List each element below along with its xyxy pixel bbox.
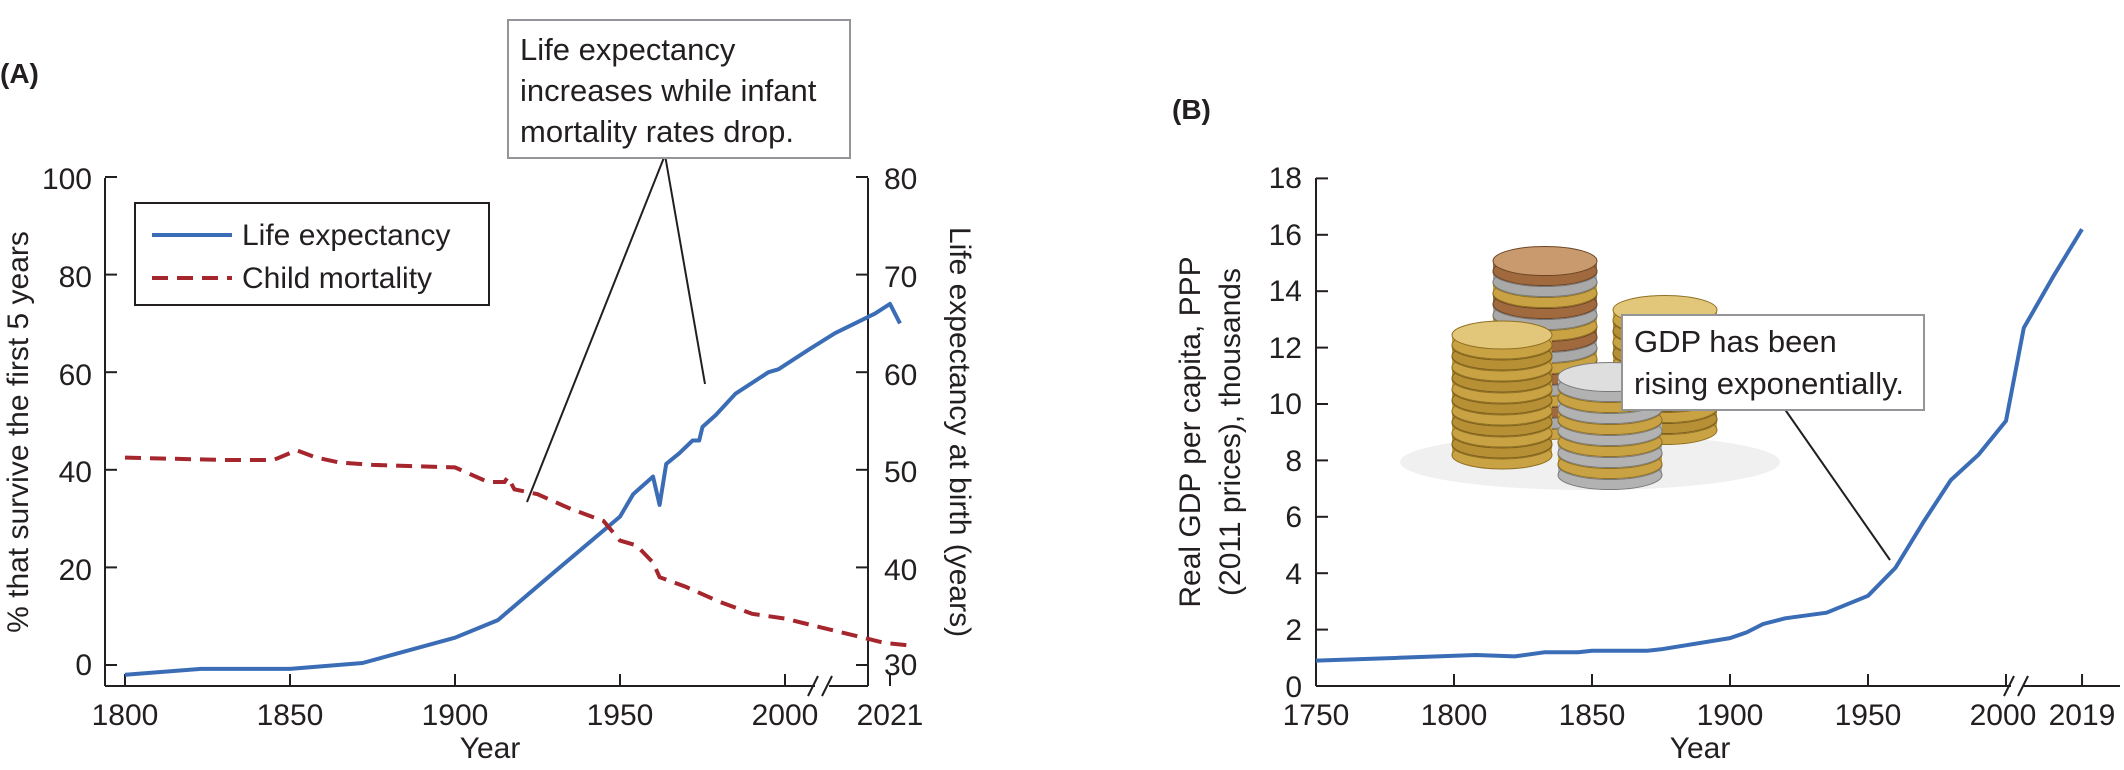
panel-a-right-y-tick-label: 70 <box>884 261 917 294</box>
panel-a-left-y-tick-label: 80 <box>59 261 92 294</box>
panel-b-y-tick-label: 4 <box>1285 558 1302 591</box>
panel-b-y-tick-label: 2 <box>1285 614 1302 647</box>
callout-pointer <box>526 154 666 503</box>
panel-b-y-axis-title-line: (2011 prices), thousands <box>1214 268 1247 596</box>
panel-a-label: (A) <box>0 58 39 89</box>
panel-a-axis-break <box>807 675 833 697</box>
panel-b-y-tick-label: 18 <box>1269 162 1302 195</box>
panel-b-y-tick-label: 16 <box>1269 219 1302 252</box>
panel-b-x-axis-title: Year <box>1670 732 1731 765</box>
panel-b-y-tick-label: 0 <box>1285 671 1302 704</box>
panel-a-x-tick-label: 2021 <box>857 699 924 732</box>
panel-a-x-tick-label: 1900 <box>422 699 489 732</box>
panel-a-left-y-tick-label: 20 <box>59 554 92 587</box>
panel-a-right-y-tick-label: 50 <box>884 456 917 489</box>
panel-a-x-tick-label: 1800 <box>92 699 159 732</box>
panel-b-y-tick-label: 10 <box>1269 388 1302 421</box>
panel-b: (B) 1750 1800 1850 1900 1950 2000 2019 Y… <box>1172 94 2120 765</box>
panel-b-x-tick-label: 1950 <box>1835 699 1902 732</box>
callout-pointer <box>1783 407 1891 561</box>
panel-a-right-y-axis-title: Life expectancy at birth (years) <box>943 227 976 637</box>
panel-a-left-y-tick-label: 40 <box>59 456 92 489</box>
series-line-child-mortality <box>124 448 911 648</box>
callout-text-line: Life expectancy <box>520 32 736 67</box>
callout-box <box>1621 314 1925 411</box>
panel-b-label: (B) <box>1172 94 1211 125</box>
panel-b-x-tick-label: 1800 <box>1421 699 1488 732</box>
panel-a-left-y-axis-title: % that survive the first 5 years <box>2 231 35 633</box>
coin <box>1492 245 1598 277</box>
panel-a-callout: Life expectancy increases while infant m… <box>507 19 851 503</box>
panel-b-x-tick-label: 1850 <box>1559 699 1626 732</box>
panel-a-right-y-tick-label: 40 <box>884 554 917 587</box>
panel-b-y-tick-label: 14 <box>1269 275 1302 308</box>
panel-a-x-tick-label: 1950 <box>587 699 654 732</box>
coin <box>1451 320 1553 350</box>
series-line-gdp <box>1315 228 2084 663</box>
panel-a-right-y-tick-label: 30 <box>884 649 917 682</box>
callout-box <box>507 19 851 159</box>
panel-b-y-tick-label: 6 <box>1285 501 1302 534</box>
panel-a-right-y-tick-label: 80 <box>884 163 917 196</box>
panel-b-x-tick-label: 1750 <box>1283 699 1350 732</box>
panel-a: (A) 1800 1850 1900 1950 2000 2021 Year 0… <box>0 19 976 765</box>
panel-b-y-tick-label: 8 <box>1285 445 1302 478</box>
panel-b-axis-break <box>2003 675 2029 697</box>
panel-a-left-y-tick-label: 100 <box>42 163 92 196</box>
callout-text-line: rising exponentially. <box>1634 366 1904 401</box>
legend-label-life-expectancy: Life expectancy <box>242 219 450 252</box>
panel-b-ticks <box>1315 177 2084 687</box>
panel-b-y-tick-label: 12 <box>1269 332 1302 365</box>
panel-a-x-tick-label: 1850 <box>257 699 324 732</box>
panel-a-left-y-tick-label: 60 <box>59 359 92 392</box>
panel-a-ticks <box>105 176 891 686</box>
panel-b-x-tick-label: 1900 <box>1697 699 1764 732</box>
panel-b-x-tick-label: 2019 <box>2049 699 2116 732</box>
panel-a-x-axis-title: Year <box>460 732 521 765</box>
legend-label-child-mortality: Child mortality <box>242 262 432 295</box>
panel-a-right-y-tick-label: 60 <box>884 359 917 392</box>
panel-a-legend: Life expectancy Child mortality <box>134 202 490 306</box>
callout-text-line: mortality rates drop. <box>520 114 794 149</box>
legend-box <box>134 202 490 306</box>
panel-b-y-axis-title-line: Real GDP per capita, PPP <box>1174 256 1207 607</box>
callout-text-line: GDP has been <box>1634 324 1837 359</box>
panel-b-callout: GDP has been rising exponentially. <box>1621 314 1925 561</box>
panel-b-x-tick-label: 2000 <box>1970 699 2037 732</box>
callout-pointer <box>664 154 706 385</box>
panel-a-x-tick-label: 2000 <box>752 699 819 732</box>
series-line-life-expectancy <box>124 301 902 677</box>
callout-text-line: increases while infant <box>520 73 817 108</box>
panel-a-left-y-tick-label: 0 <box>75 649 92 682</box>
